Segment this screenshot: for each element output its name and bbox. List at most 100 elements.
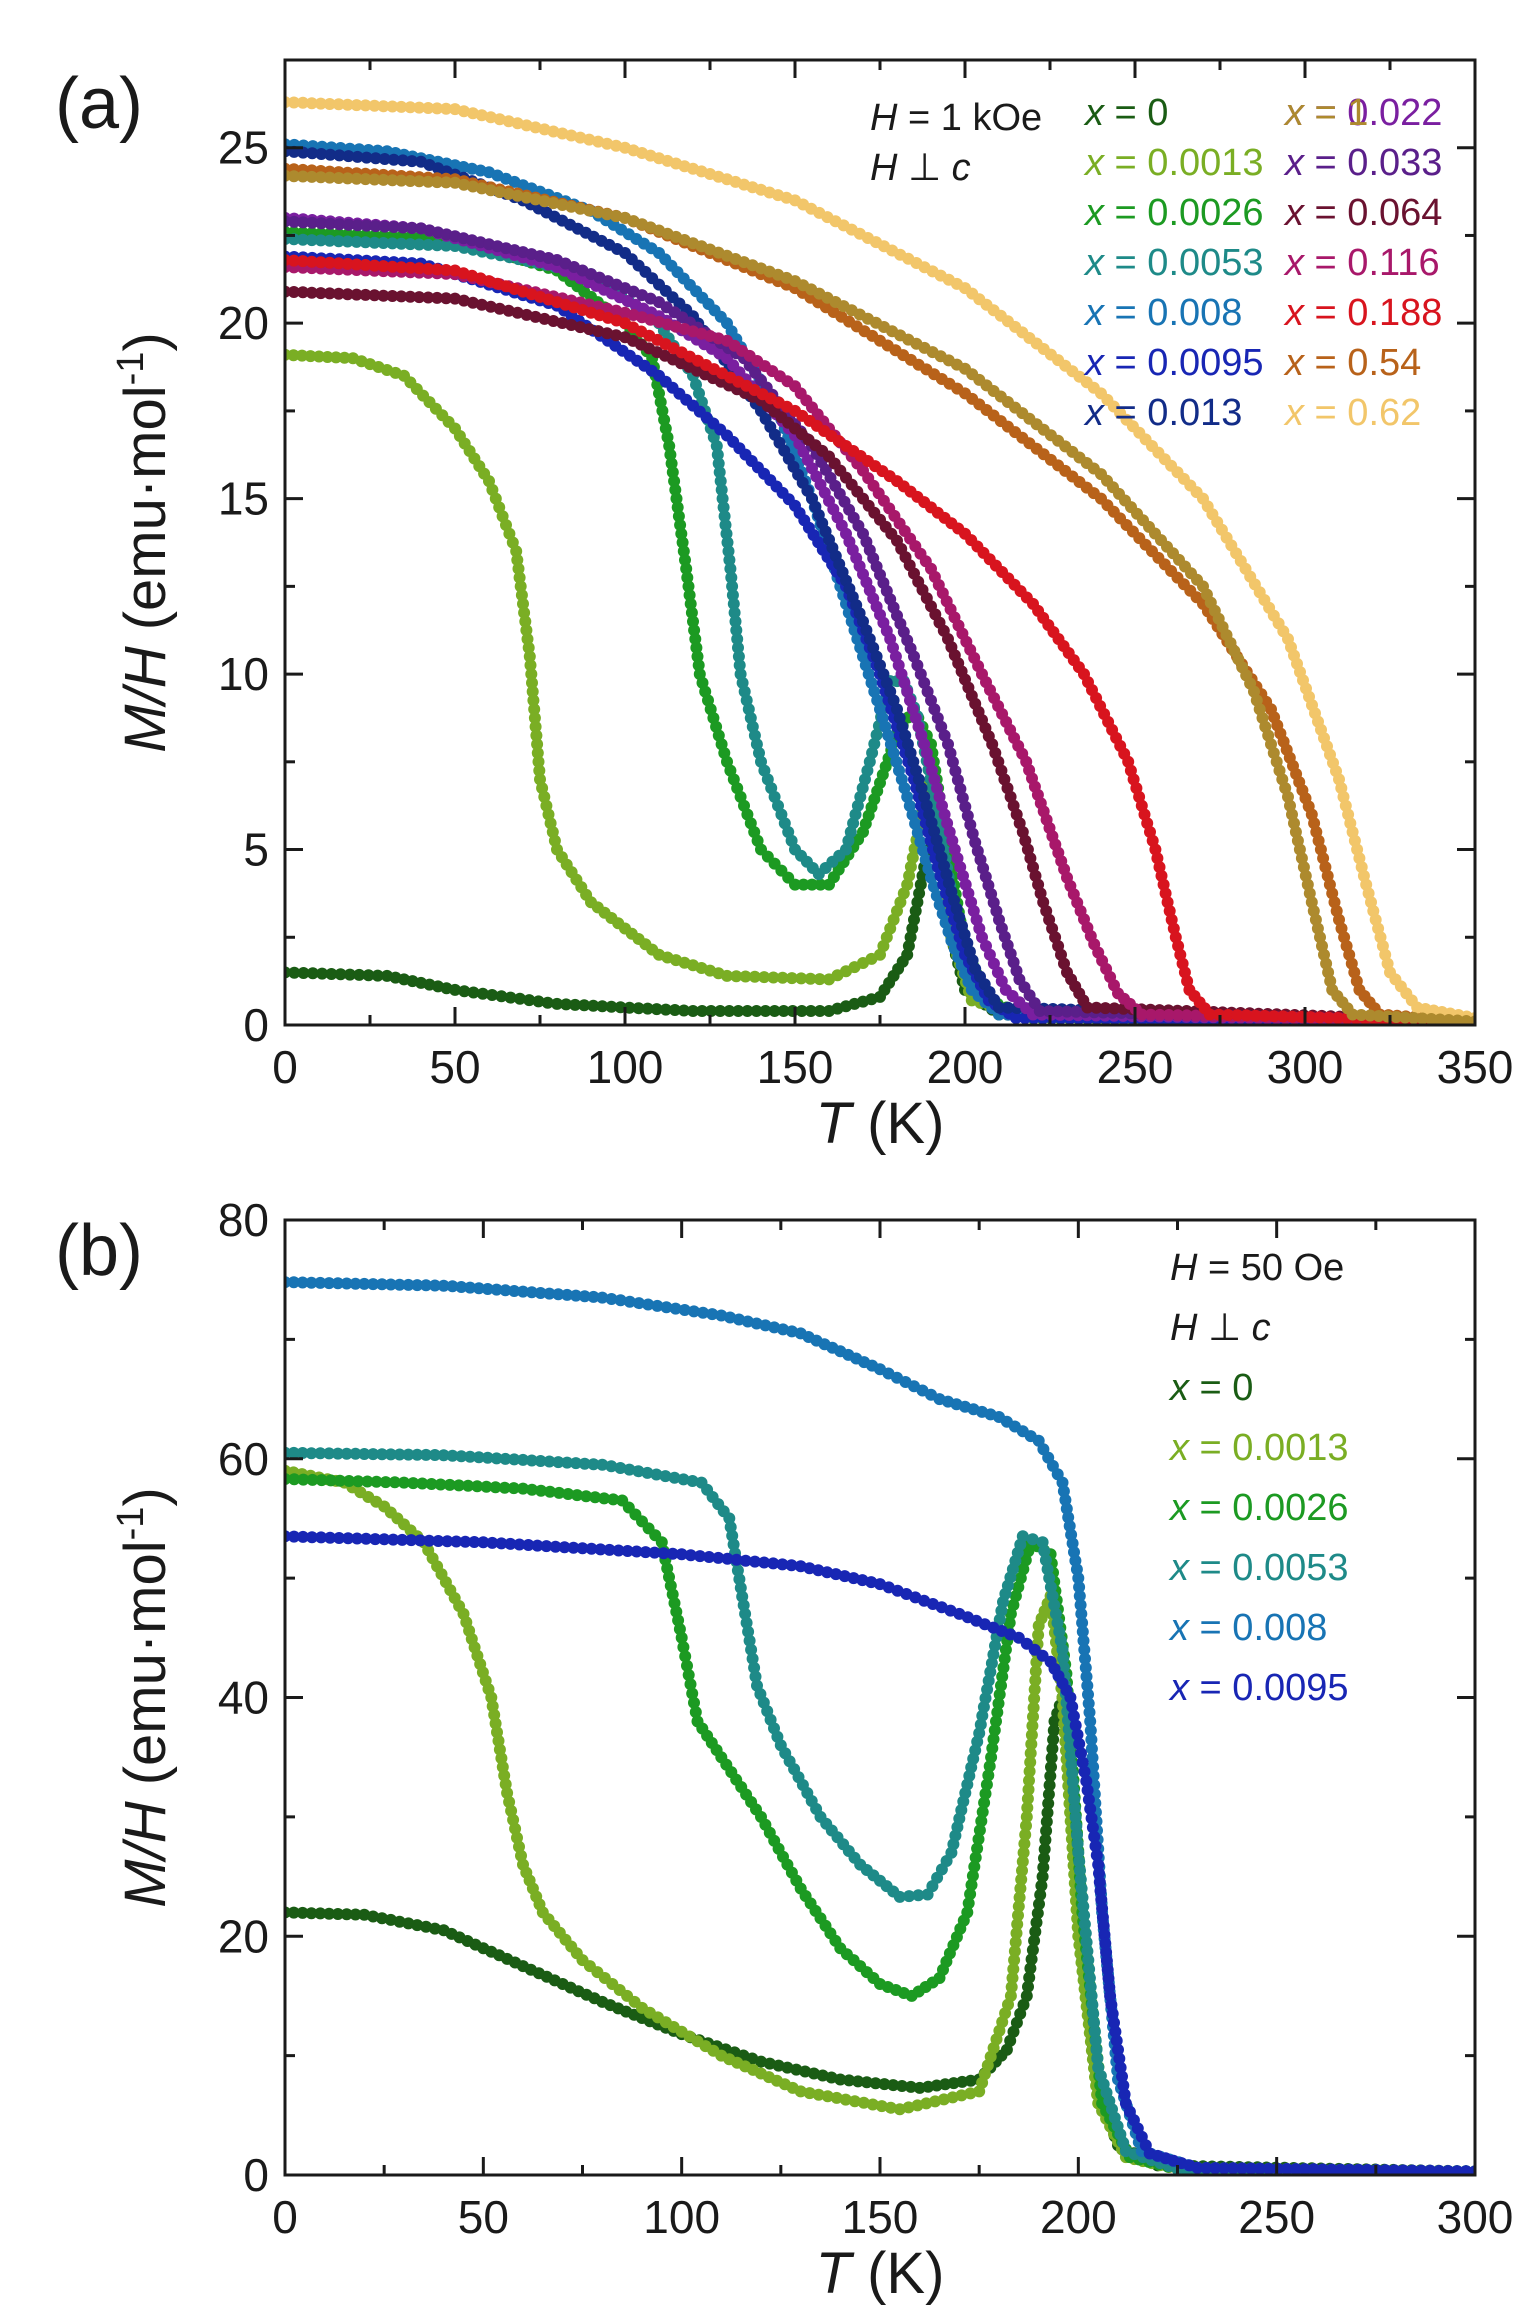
- condition-var2: c: [1252, 1307, 1271, 1349]
- data-point: [323, 1907, 336, 1920]
- data-point: [475, 109, 488, 122]
- data-point: [1029, 1665, 1042, 1678]
- data-point: [360, 219, 373, 232]
- data-point: [909, 817, 922, 830]
- data-point: [323, 98, 336, 110]
- data-point: [359, 236, 372, 249]
- data-point: [527, 694, 540, 707]
- data-point: [368, 289, 381, 302]
- data-point: [1020, 1819, 1032, 1832]
- data-point: [569, 1289, 582, 1302]
- data-point: [659, 1470, 672, 1483]
- data-point: [441, 1535, 454, 1548]
- data-point: [623, 1463, 636, 1476]
- data-point: [468, 1536, 481, 1548]
- data-point: [813, 973, 826, 986]
- field-condition: H = 1 kOe: [870, 97, 1042, 139]
- data-point: [504, 1537, 517, 1550]
- data-point: [422, 238, 435, 251]
- data-point: [343, 968, 356, 981]
- data-point: [387, 221, 400, 233]
- data-point: [973, 1824, 986, 1837]
- data-point: [333, 1532, 346, 1544]
- data-point: [689, 633, 702, 645]
- data-point: [1036, 1536, 1049, 1549]
- data-point: [481, 1451, 494, 1464]
- data-point: [669, 1302, 682, 1315]
- data-point: [476, 987, 489, 1000]
- data-point: [538, 195, 551, 208]
- data-point: [402, 1448, 415, 1461]
- data-point: [1085, 1812, 1098, 1825]
- data-point: [740, 1616, 753, 1629]
- data-point: [946, 756, 959, 769]
- data-point: [340, 1908, 353, 1921]
- data-point: [732, 1005, 745, 1017]
- data-point: [1022, 1980, 1034, 1993]
- data-point: [287, 349, 300, 362]
- data-point: [378, 1533, 391, 1546]
- data-point: [1081, 1945, 1094, 1958]
- data-point: [402, 1278, 415, 1291]
- data-point: [431, 102, 444, 115]
- legend-entry: x = 0.008: [1083, 292, 1242, 334]
- y-axis-exponent: -1: [110, 1507, 152, 1541]
- data-point: [1361, 2164, 1374, 2175]
- data-point: [481, 1283, 494, 1295]
- data-point: [368, 236, 381, 249]
- data-point: [306, 1473, 319, 1486]
- data-point: [323, 1447, 336, 1460]
- legend-value: = 1: [1304, 92, 1368, 134]
- data-point: [692, 659, 705, 672]
- data-point: [519, 615, 532, 628]
- data-point: [287, 96, 300, 109]
- legend-var: x: [1283, 92, 1306, 134]
- data-point: [684, 1678, 697, 1691]
- data-point: [843, 2074, 856, 2087]
- data-point: [1307, 2163, 1320, 2175]
- data-point: [1014, 1882, 1027, 1895]
- y-tick-label: 10: [218, 648, 269, 700]
- data-point: [1460, 2165, 1472, 2175]
- data-point: [748, 1661, 761, 1674]
- data-point: [502, 187, 515, 200]
- data-point: [1065, 1758, 1078, 1771]
- data-point: [976, 1806, 989, 1818]
- data-point: [1033, 1005, 1046, 1017]
- data-point: [1089, 1840, 1102, 1853]
- data-point: [789, 878, 801, 891]
- data-point: [342, 150, 355, 163]
- data-point: [1023, 1765, 1036, 1778]
- data-point: [324, 1474, 337, 1487]
- data-point: [411, 1279, 424, 1292]
- data-point: [358, 1448, 371, 1460]
- data-point: [1025, 1953, 1038, 1966]
- data-point: [422, 291, 435, 304]
- data-point: [323, 287, 336, 300]
- data-point: [351, 219, 364, 232]
- data-point: [314, 1276, 327, 1289]
- data-point: [523, 650, 536, 663]
- legend-var: x: [1083, 392, 1106, 434]
- data-point: [969, 1851, 982, 1864]
- data-point: [1029, 1674, 1042, 1687]
- data-point: [565, 200, 578, 213]
- data-point: [332, 235, 345, 248]
- data-point: [759, 1005, 772, 1017]
- data-point: [1075, 1607, 1088, 1620]
- data-point: [680, 562, 693, 575]
- data-point: [688, 1696, 700, 1709]
- data-point: [1078, 1909, 1091, 1922]
- data-point: [313, 350, 325, 363]
- data-point: [371, 969, 384, 982]
- data-point: [1064, 1749, 1077, 1762]
- data-point: [1109, 2025, 1122, 2038]
- data-point: [666, 466, 679, 479]
- x-axis-label: T (K): [816, 1091, 945, 1156]
- data-point: [1094, 1884, 1107, 1897]
- data-point: [607, 1493, 620, 1506]
- data-point: [1249, 1009, 1262, 1022]
- data-point: [1025, 1738, 1038, 1751]
- data-point: [1093, 1867, 1105, 1880]
- data-point: [1036, 1870, 1049, 1883]
